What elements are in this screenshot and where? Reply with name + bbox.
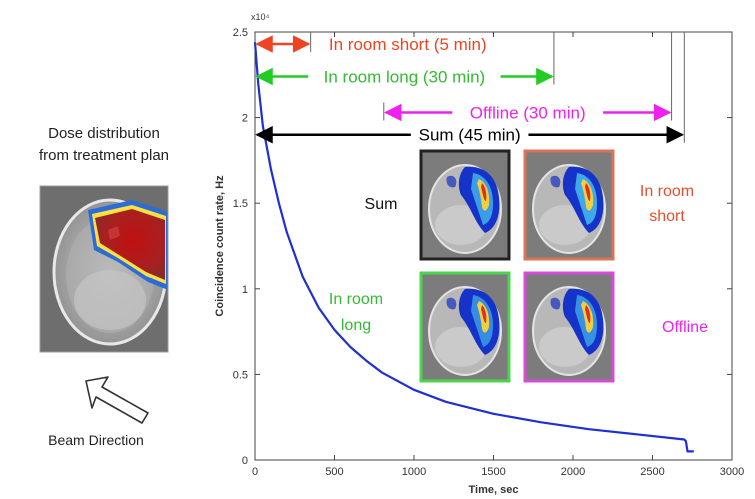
beam-direction-label: Beam Direction xyxy=(48,432,144,448)
y-tick-label: 1 xyxy=(242,284,248,296)
inset-label-long-line1: In room xyxy=(329,291,383,308)
inset-label-long-line2: long xyxy=(341,317,371,334)
left-panel-title-line2: from treatment plan xyxy=(39,147,169,164)
x-tick-label: 3000 xyxy=(720,466,744,478)
inset-image-long xyxy=(419,271,511,383)
x-tick-label: 1500 xyxy=(481,466,505,478)
series-layer xyxy=(253,42,694,453)
interval-label: In room short (5 min) xyxy=(329,35,487,54)
x-tick-label: 2000 xyxy=(561,466,585,478)
chart: 0 0.5 1 1.5 2 2.5 0 500 1000 1500 2000 2500 3000 x1… xyxy=(214,12,744,496)
interval-label: Offline (30 min) xyxy=(470,103,586,122)
x-axis-label: Time, sec xyxy=(469,484,519,496)
x-axis: 0 500 1000 1500 2000 2500 3000 xyxy=(252,32,744,478)
inset-frame-long xyxy=(419,271,511,383)
interval-annotations: In room short (5 min) In room long (30 mi… xyxy=(255,32,685,145)
y-axis-label: Coincidence count rate, Hz xyxy=(214,175,226,317)
y-tick-label: 2 xyxy=(242,113,248,125)
x-tick-label: 2500 xyxy=(640,466,664,478)
y-tick-label: 0 xyxy=(242,455,248,467)
inset-label-offline: Offline xyxy=(662,319,708,336)
inset-image-sum xyxy=(419,149,511,261)
treatment-plan-image xyxy=(39,185,169,353)
inset-label-sum: Sum xyxy=(365,196,398,213)
inset-label-short-line1: In room xyxy=(640,183,694,200)
left-panel-title-line1: Dose distribution xyxy=(48,125,160,142)
y-tick-label: 0.5 xyxy=(233,369,248,381)
x-tick-label: 0 xyxy=(252,466,258,478)
inset-image-offline xyxy=(523,271,615,383)
inset-image-short xyxy=(523,149,615,261)
inset-frame-sum xyxy=(419,149,511,261)
activity-image-insets: Sum In room short In room long Offline xyxy=(329,149,708,383)
y-axis: 0 0.5 1 1.5 2 2.5 xyxy=(233,27,732,467)
inset-frame-short xyxy=(523,149,615,261)
interval-label: Sum (45 min) xyxy=(419,126,521,145)
beam-direction-arrow xyxy=(85,376,149,424)
y-tick-label: 2.5 xyxy=(233,27,248,39)
y-multiplier-label: x10⁴ xyxy=(251,12,270,22)
x-tick-label: 1000 xyxy=(402,466,426,478)
x-tick-label: 500 xyxy=(325,466,343,478)
interval-label: In room long (30 min) xyxy=(324,68,486,87)
left-panel: Dose distribution from treatment plan Be… xyxy=(39,125,169,448)
inset-frame-offline xyxy=(523,271,615,383)
y-tick-label: 1.5 xyxy=(233,198,248,210)
inset-label-short-line2: short xyxy=(649,208,685,225)
decay-curve-line xyxy=(253,42,694,453)
